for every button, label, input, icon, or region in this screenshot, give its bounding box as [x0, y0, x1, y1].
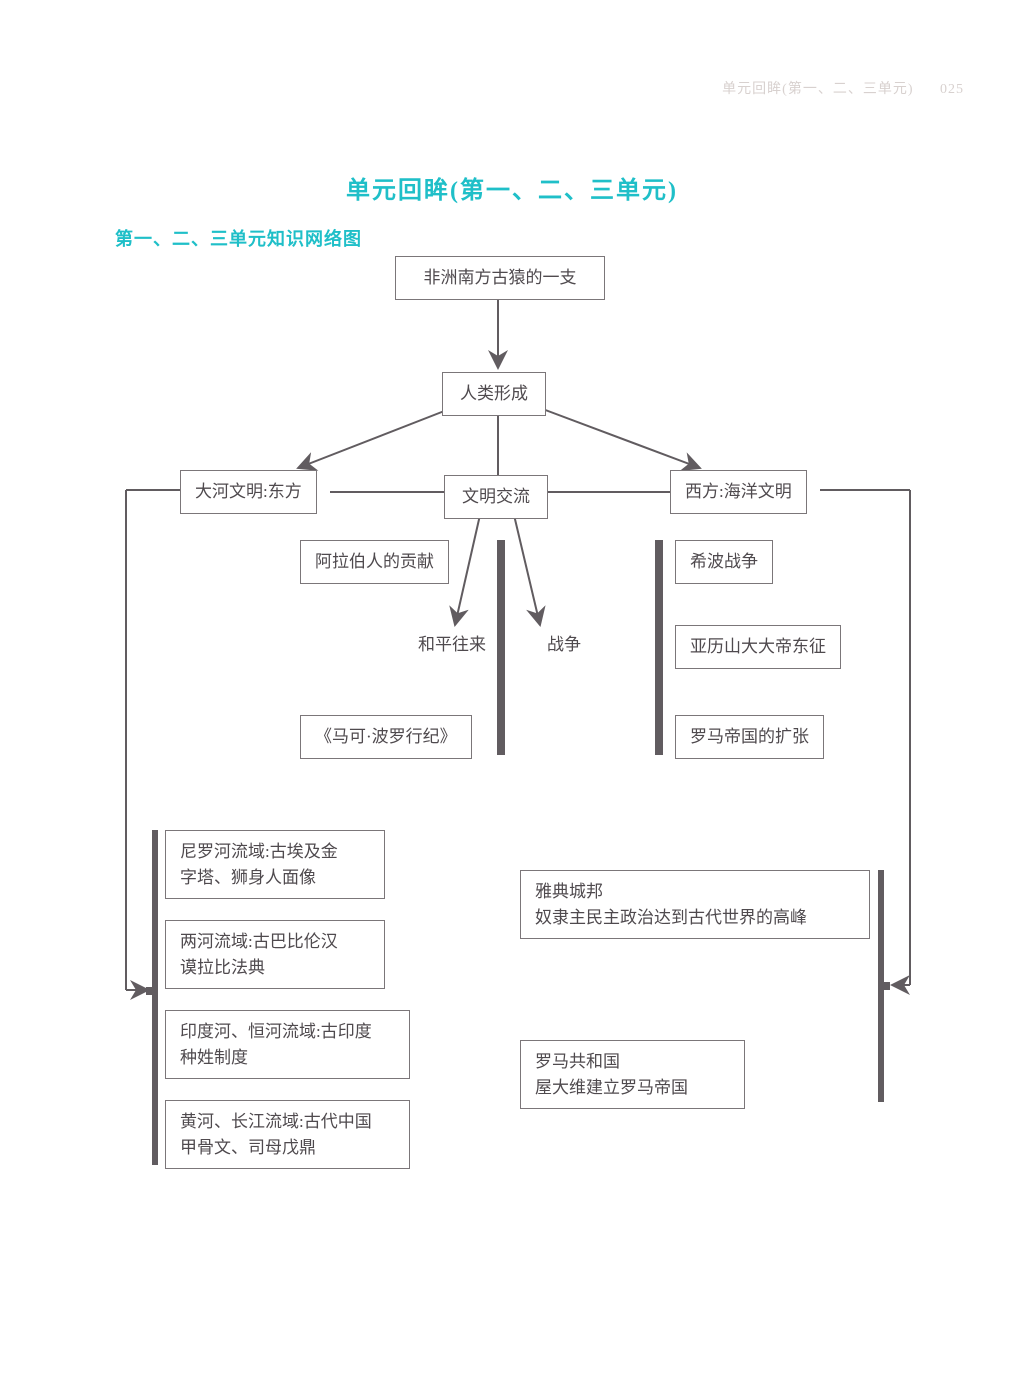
- bracket-east-notch: [146, 987, 152, 995]
- label-peace: 和平往来: [418, 630, 486, 655]
- node-rome-l2: 屋大维建立罗马帝国: [535, 1078, 688, 1097]
- label-war: 战争: [547, 630, 581, 655]
- bracket-east-group: [152, 830, 158, 1165]
- page-title: 单元回眸(第一、二、三单元): [0, 170, 1024, 205]
- node-china-l2: 甲骨文、司母戊鼎: [180, 1138, 316, 1157]
- node-athens-l2: 奴隶主民主政治达到古代世界的高峰: [535, 908, 807, 927]
- node-meso-l2: 谟拉比法典: [180, 958, 265, 977]
- node-nile: 尼罗河流域:古埃及金 字塔、狮身人面像: [165, 830, 385, 899]
- page-number: 025: [940, 82, 964, 97]
- node-china-l1: 黄河、长江流域:古代中国: [180, 1112, 372, 1131]
- node-nile-l2: 字塔、狮身人面像: [180, 868, 316, 887]
- header-text: 单元回眸(第一、二、三单元): [722, 82, 913, 97]
- bracket-west-notch: [884, 982, 890, 990]
- bracket-peace: [497, 540, 505, 755]
- node-arab-contribution: 阿拉伯人的贡献: [300, 540, 449, 584]
- node-alexander: 亚历山大大帝东征: [675, 625, 841, 669]
- bracket-war: [655, 540, 663, 755]
- node-meso-l1: 两河流域:古巴比伦汉: [180, 932, 338, 951]
- node-athens: 雅典城邦 奴隶主民主政治达到古代世界的高峰: [520, 870, 870, 939]
- node-athens-l1: 雅典城邦: [535, 882, 603, 901]
- node-indus-l1: 印度河、恒河流域:古印度: [180, 1022, 372, 1041]
- section-subtitle: 第一、二、三单元知识网络图: [115, 225, 362, 251]
- node-indus-l2: 种姓制度: [180, 1048, 248, 1067]
- node-human-formation: 人类形成: [442, 372, 546, 416]
- node-marco-polo: 《马可·波罗行纪》: [300, 715, 472, 759]
- node-china: 黄河、长江流域:古代中国 甲骨文、司母戊鼎: [165, 1100, 410, 1169]
- node-rome: 罗马共和国 屋大维建立罗马帝国: [520, 1040, 745, 1109]
- node-rome-expansion: 罗马帝国的扩张: [675, 715, 824, 759]
- node-east-civ: 大河文明:东方: [180, 470, 317, 514]
- node-rome-l1: 罗马共和国: [535, 1052, 620, 1071]
- diagram-connectors: [0, 0, 1024, 1380]
- node-root: 非洲南方古猿的一支: [395, 256, 605, 300]
- node-indus: 印度河、恒河流域:古印度 种姓制度: [165, 1010, 410, 1079]
- node-nile-l1: 尼罗河流域:古埃及金: [180, 842, 338, 861]
- node-exchange: 文明交流: [444, 475, 548, 519]
- node-west-civ: 西方:海洋文明: [670, 470, 807, 514]
- page-header: 单元回眸(第一、二、三单元) 025: [722, 78, 964, 98]
- node-mesopotamia: 两河流域:古巴比伦汉 谟拉比法典: [165, 920, 385, 989]
- node-greco-persian: 希波战争: [675, 540, 773, 584]
